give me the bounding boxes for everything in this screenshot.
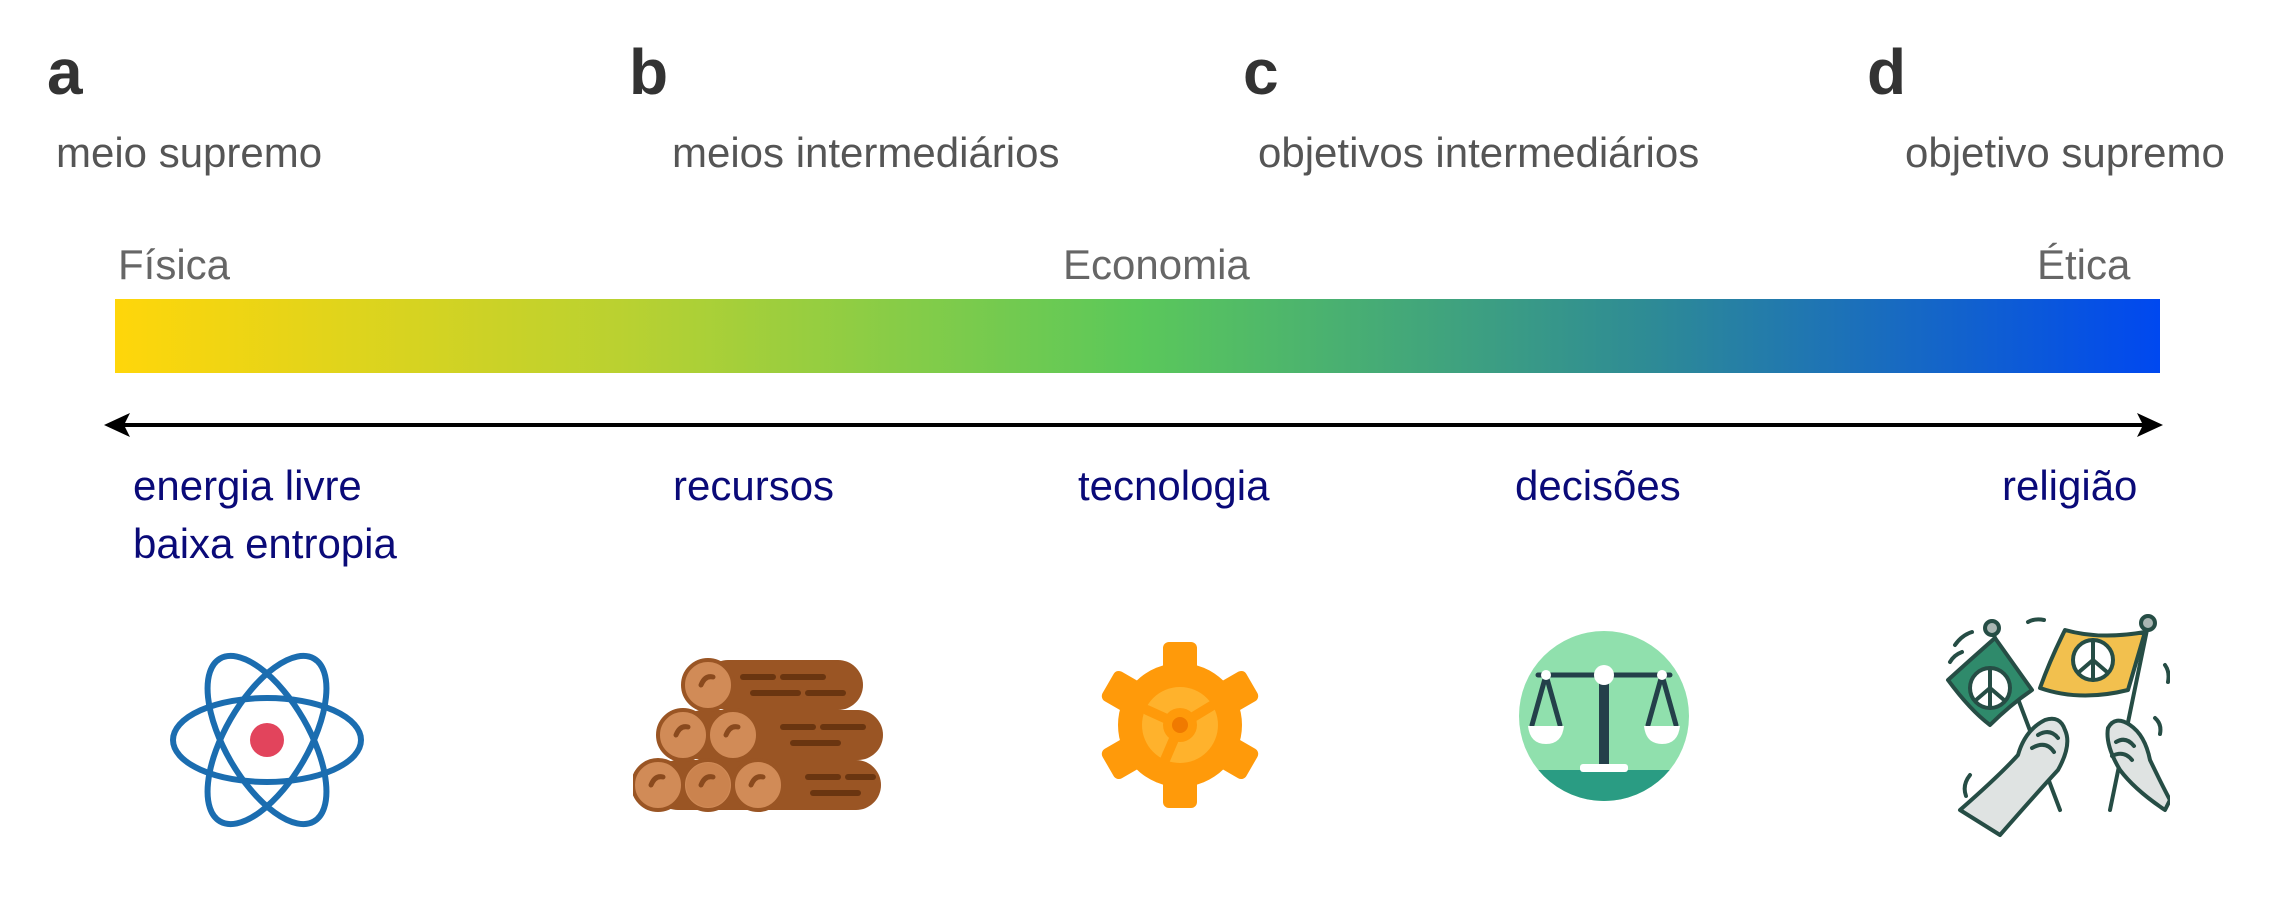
panel-letter-a: a [47, 36, 83, 108]
item-label-religiao: religião [2002, 457, 2137, 515]
panel-letter-d: d [1867, 36, 1907, 108]
item-label-tecnologia: tecnologia [1078, 457, 1269, 515]
item-label-line: decisões [1515, 462, 1681, 509]
item-label-line: tecnologia [1078, 462, 1270, 509]
panel-subtitle-c: objetivos intermediários [1258, 129, 1700, 176]
panel-subtitle-d: objetivo supremo [1905, 129, 2225, 176]
panel-letter-b: b [629, 36, 669, 108]
gradient-bar [115, 299, 2160, 373]
atom-icon [170, 652, 364, 828]
scale-label-right: Ética [2037, 241, 2131, 288]
arrow-head-right [2137, 413, 2163, 437]
panel-subtitle-b: meios intermediários [672, 129, 1060, 176]
scale-label-center: Economia [1063, 241, 1250, 288]
axis-arrow [104, 413, 2163, 437]
peace-flags-icon [1946, 614, 2170, 837]
panel-subtitle-a: meio supremo [56, 129, 323, 176]
item-label-line: energia livre [133, 462, 362, 509]
scales-icon [1519, 631, 1689, 801]
logs-icon [633, 658, 883, 812]
item-label-line: baixa entropia [133, 519, 397, 567]
item-label-recursos: recursos [673, 457, 834, 515]
item-label-decisoes: decisões [1515, 457, 1681, 515]
item-label-energia: energia livre baixa entropia [133, 457, 397, 573]
gear-icon [1101, 642, 1259, 808]
item-label-line: religião [2002, 462, 2138, 509]
item-label-line: recursos [673, 462, 835, 509]
panel-letter-c: c [1243, 36, 1279, 108]
arrow-head-left [104, 413, 130, 437]
scale-label-left: Física [118, 241, 231, 288]
